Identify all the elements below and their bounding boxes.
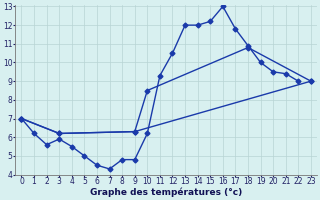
X-axis label: Graphe des températures (°c): Graphe des températures (°c) — [90, 188, 242, 197]
